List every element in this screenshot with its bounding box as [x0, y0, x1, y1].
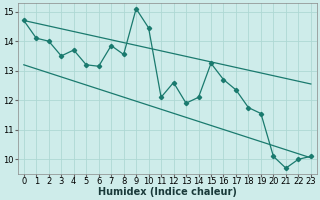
X-axis label: Humidex (Indice chaleur): Humidex (Indice chaleur): [98, 187, 237, 197]
